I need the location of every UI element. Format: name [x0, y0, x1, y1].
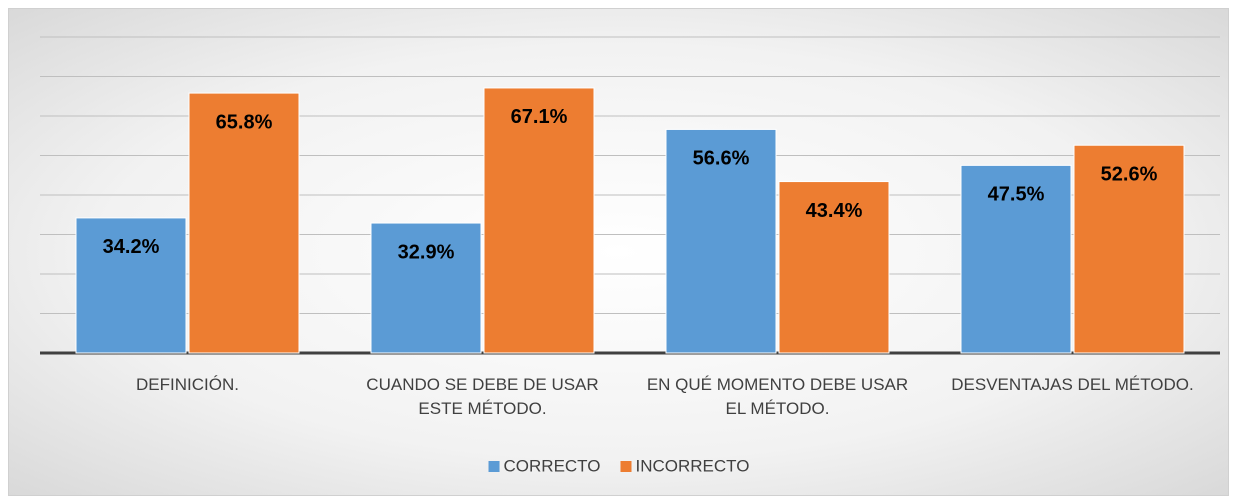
data-label: 65.8%	[216, 111, 273, 133]
legend-swatch	[488, 461, 500, 472]
data-label: 56.6%	[693, 148, 750, 170]
bar	[665, 128, 777, 354]
data-label: 67.1%	[511, 106, 568, 128]
bar	[1073, 144, 1185, 354]
x-tick-label: DEFINICIÓN.	[136, 375, 239, 394]
legend-label: INCORRECTO	[636, 456, 750, 475]
data-label: 32.9%	[398, 241, 455, 263]
bar	[483, 87, 595, 354]
bar	[75, 217, 187, 354]
legend: CORRECTO INCORRECTO	[488, 456, 750, 475]
bar	[960, 164, 1072, 354]
bar	[188, 92, 300, 354]
data-label: 52.6%	[1101, 164, 1158, 186]
x-tick-label: DESVENTAJAS DEL MÉTODO.	[951, 375, 1194, 394]
data-label: 47.5%	[988, 184, 1045, 206]
data-label: 34.2%	[103, 236, 160, 258]
legend-swatch	[620, 461, 632, 472]
x-tick-label: CUANDO SE DEBE DE USAR ESTE MÉTODO.	[366, 375, 599, 418]
x-tick-label: EN QUÉ MOMENTO DEBE USAR EL MÉTODO.	[646, 375, 909, 418]
legend-label: CORRECTO	[504, 456, 601, 475]
bar	[370, 222, 482, 354]
bar	[778, 181, 890, 354]
data-label: 43.4%	[806, 200, 863, 222]
